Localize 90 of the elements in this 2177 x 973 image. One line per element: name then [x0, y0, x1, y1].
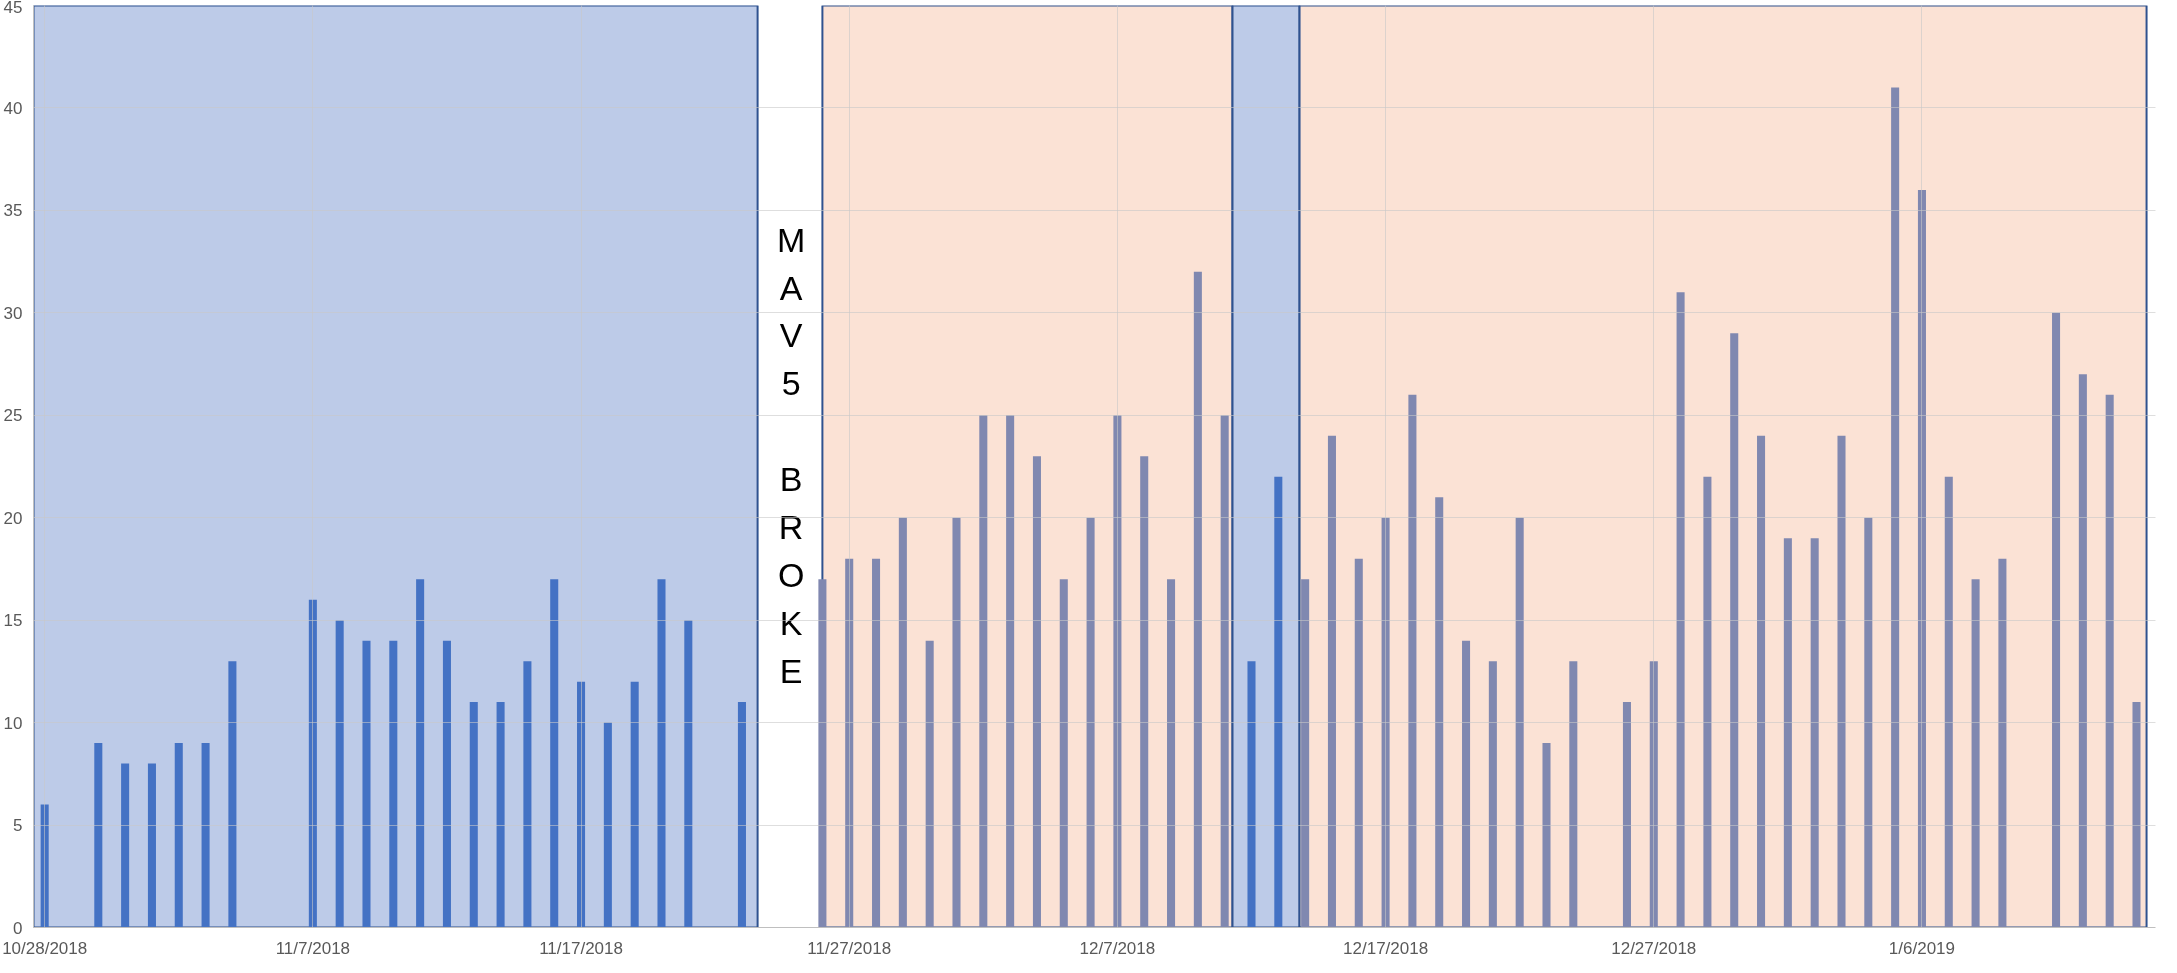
bar: [1864, 517, 1873, 928]
bar: [2105, 394, 2114, 928]
bar: [1193, 271, 1202, 928]
bar: [657, 579, 666, 928]
bar: [1891, 87, 1900, 928]
bar: [1703, 476, 1712, 928]
bar: [1649, 661, 1658, 928]
bar: [898, 517, 907, 928]
bar: [1220, 415, 1229, 928]
bar: [1462, 640, 1471, 928]
bar: [2078, 374, 2087, 928]
y-tick-label: 5: [13, 816, 23, 836]
bar: [335, 620, 344, 928]
bar: [147, 763, 156, 928]
bar: [389, 640, 398, 928]
y-tick-label: 40: [3, 98, 23, 118]
bar: [2132, 702, 2141, 928]
bar: [1327, 435, 1336, 928]
bar: [1167, 579, 1176, 928]
x-tick-label: 11/17/2018: [539, 938, 623, 958]
x-tick-label: 11/27/2018: [807, 938, 892, 958]
bar: [1059, 579, 1068, 928]
y-tick-label: 45: [3, 0, 23, 17]
y-tick-label: 15: [3, 611, 23, 631]
bar: [550, 579, 559, 928]
y-tick-label: 10: [3, 713, 23, 733]
bar: [925, 640, 934, 928]
bar: [684, 620, 693, 928]
x-tick-label: 10/28/2018: [2, 938, 88, 958]
bar: [845, 558, 854, 928]
bar: [1301, 579, 1310, 928]
bar: [1140, 456, 1149, 928]
bar: [40, 804, 49, 928]
bar: [2052, 312, 2061, 928]
bar: [1247, 661, 1256, 928]
x-tick-label: 11/7/2018: [275, 938, 351, 958]
bar: [228, 661, 237, 928]
bar: [1569, 661, 1578, 928]
bar: [416, 579, 425, 928]
bar: [1435, 497, 1444, 928]
text: MAV5 BROKE: [776, 220, 806, 690]
bar: [442, 640, 451, 928]
bar: [1783, 538, 1792, 928]
bar: [496, 702, 505, 928]
bar: [577, 681, 586, 928]
bar: [737, 702, 746, 928]
x-tick-label: 12/27/2018: [1611, 938, 1697, 958]
bar: [121, 763, 130, 928]
bar: [523, 661, 532, 928]
bar: [630, 681, 639, 928]
x-tick-label: 1/6/2019: [1888, 938, 1956, 958]
bar: [1837, 435, 1846, 928]
bar: [1971, 579, 1980, 928]
bar: [201, 743, 210, 928]
bar: [174, 743, 183, 928]
bar: [979, 415, 988, 928]
bar: [1730, 333, 1739, 928]
x-tick-label: 12/7/2018: [1079, 938, 1156, 958]
bar: [1006, 415, 1015, 928]
bar: [872, 558, 881, 928]
y-tick-label: 30: [3, 303, 23, 323]
bar: [94, 743, 103, 928]
bar: [1488, 661, 1497, 928]
bar: [1113, 415, 1122, 928]
bar: [1944, 476, 1953, 928]
bar: [818, 579, 827, 928]
y-tick-label: 0: [13, 918, 23, 938]
bar: [1622, 702, 1631, 928]
bar: [1676, 292, 1685, 928]
bar: [1757, 435, 1766, 928]
bar: [952, 517, 961, 928]
y-tick-label: 25: [3, 406, 23, 426]
x-tick-label: 12/17/2018: [1343, 938, 1429, 958]
bar: [362, 640, 371, 928]
bar: [1354, 558, 1363, 928]
bar: [1408, 394, 1417, 928]
bar: [1274, 476, 1283, 928]
bar: [1998, 558, 2007, 928]
bar: [1086, 517, 1095, 928]
bar: [1032, 456, 1041, 928]
y-tick-label: 35: [3, 201, 23, 221]
y-tick-label: 20: [3, 508, 23, 528]
bar: [308, 599, 317, 928]
bar: [1515, 517, 1524, 928]
bar: [1381, 517, 1390, 928]
bar: [469, 702, 478, 928]
bar: [1917, 189, 1926, 928]
bar: [1810, 538, 1819, 928]
bar: [603, 722, 612, 928]
bar: [1542, 743, 1551, 928]
